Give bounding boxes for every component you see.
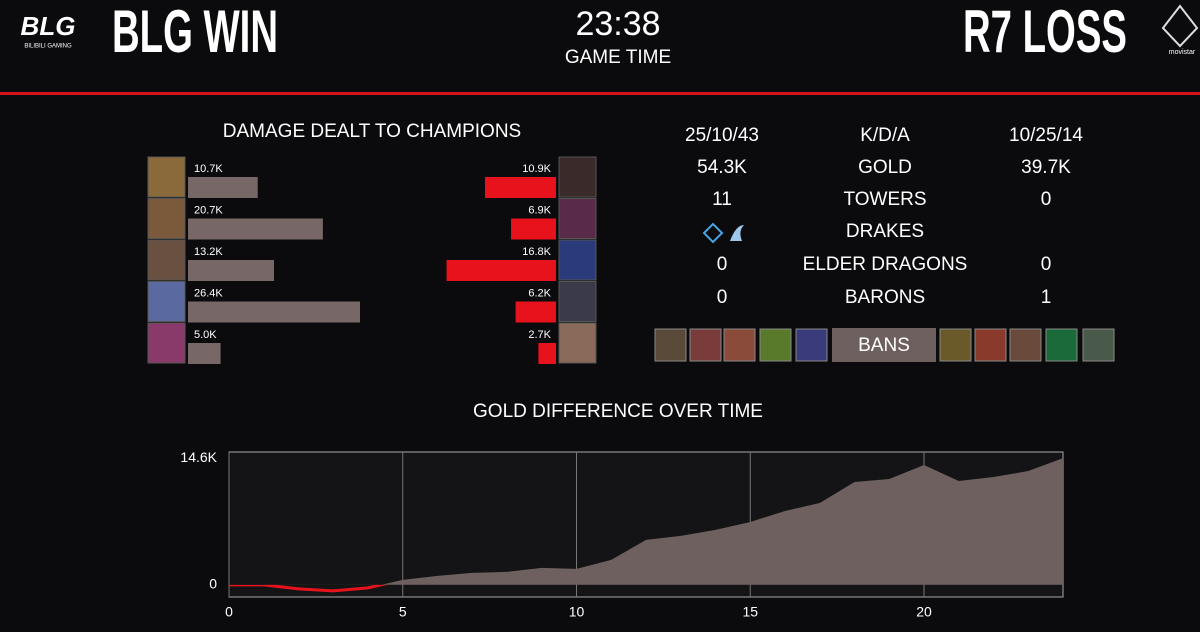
champion-icon — [147, 156, 186, 198]
bar-label: 10.7K — [194, 163, 223, 175]
stat-blg: 0 — [717, 254, 728, 275]
stat-label: K/D/A — [860, 125, 910, 146]
champion-icon — [558, 198, 597, 239]
champion-icon — [147, 198, 186, 239]
bar — [188, 343, 221, 364]
timer: 23:38 — [575, 5, 660, 43]
bar-label: 5.0K — [194, 329, 217, 341]
bar-label: 6.2K — [528, 287, 551, 299]
bar-label: 13.2K — [194, 246, 223, 258]
bar — [538, 343, 556, 364]
stat-r7: 0 — [1041, 189, 1052, 210]
ban-icons — [654, 328, 1115, 362]
stat-blg: 54.3K — [697, 157, 747, 178]
champion-icon — [558, 156, 597, 198]
divider — [0, 92, 1200, 95]
champion-icon — [147, 239, 186, 281]
y-tick-label: 14.6K — [180, 449, 217, 465]
bar — [188, 218, 323, 240]
bans-label: BANS — [858, 335, 910, 356]
r7-logo-sub: movistar — [1169, 49, 1196, 56]
bar — [188, 177, 258, 198]
bar-label: 2.7K — [528, 329, 551, 341]
stat-label: ELDER DRAGONS — [803, 254, 968, 275]
champion-icon — [558, 239, 597, 281]
chart-title: DAMAGE DEALT TO CHAMPIONS — [223, 121, 521, 142]
x-tick-label: 5 — [399, 604, 407, 620]
gold-line-negative — [229, 584, 388, 593]
bar-label: 10.9K — [522, 163, 551, 175]
stat-label: GOLD — [858, 157, 912, 178]
stat-r7: 1 — [1041, 287, 1052, 308]
blg-logo: BLG — [21, 11, 76, 41]
bar — [188, 301, 360, 323]
bar-label: 26.4K — [194, 287, 223, 299]
stat-label: DRAKES — [846, 221, 924, 242]
stat-r7: 10/25/14 — [1009, 125, 1083, 146]
champion-icon — [147, 281, 186, 322]
bar — [446, 260, 556, 281]
bar — [515, 301, 556, 323]
champion-icon — [558, 322, 597, 364]
x-tick-label: 10 — [569, 604, 585, 620]
champion-icon — [147, 322, 186, 364]
right-result: R7 LOSS — [963, 0, 1127, 65]
left-result: BLG WIN — [112, 0, 278, 65]
bar-label: 6.9K — [528, 204, 551, 216]
stat-blg: 0 — [717, 287, 728, 308]
drake-icon — [702, 222, 724, 244]
stat-r7: 0 — [1041, 254, 1052, 275]
drake-icon — [730, 225, 744, 241]
x-tick-label: 20 — [916, 604, 932, 620]
bar — [484, 177, 556, 198]
champion-icon — [558, 281, 597, 322]
bar-label: 16.8K — [522, 246, 551, 258]
bar-label: 20.7K — [194, 204, 223, 216]
y-tick-label: 0 — [209, 576, 217, 592]
stat-label: TOWERS — [843, 189, 926, 210]
x-tick-label: 15 — [742, 604, 758, 620]
stat-r7: 39.7K — [1021, 157, 1071, 178]
x-tick-label: 0 — [225, 604, 233, 620]
stat-label: BARONS — [845, 287, 925, 308]
bar — [511, 218, 556, 240]
r7-logo — [1161, 4, 1199, 48]
stat-blg: 25/10/43 — [685, 125, 759, 146]
chart-title: GOLD DIFFERENCE OVER TIME — [473, 401, 763, 422]
stat-blg: 11 — [712, 189, 732, 210]
bar — [188, 260, 274, 281]
timer-label: GAME TIME — [565, 47, 671, 68]
gold-area — [229, 458, 1063, 585]
bans-box — [832, 328, 936, 362]
blg-logo-sub: BILIBILI GAMING — [24, 44, 72, 50]
